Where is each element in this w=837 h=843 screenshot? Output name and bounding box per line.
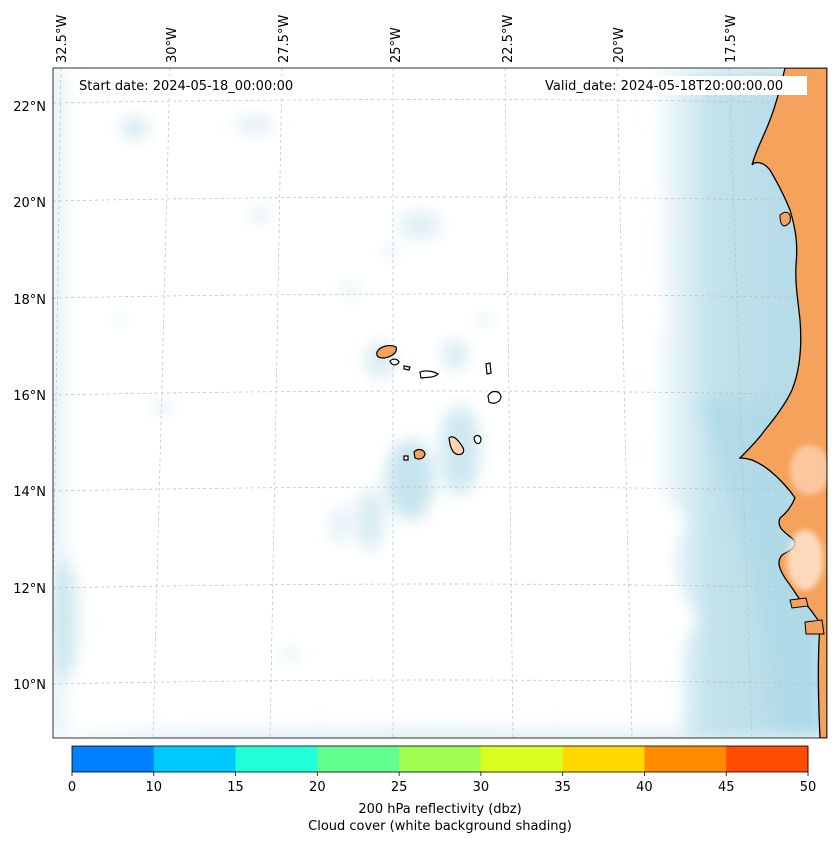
start-date-box — [74, 76, 308, 95]
lon-label: 20°W — [612, 27, 627, 63]
island-santiago — [448, 436, 465, 456]
colorbar-tick-label: 45 — [718, 780, 735, 795]
island-fogo — [413, 448, 426, 460]
colorbar-segment — [235, 746, 318, 772]
colorbar: 0 10 15 20 25 30 35 40 45 50 — [68, 745, 817, 795]
colorbar-tick-label: 30 — [473, 780, 490, 795]
lon-label: 30°W — [165, 27, 180, 63]
island-santa-luzia — [403, 365, 411, 371]
graticule — [53, 68, 827, 738]
start-date-label: Start date: 2024-05-18_00:00:00 — [79, 79, 293, 94]
colorbar-segment — [72, 746, 155, 772]
lat-label: 10°N — [13, 678, 46, 693]
latitude-labels: 22°N 20°N 18°N 16°N 14°N 12°N 10°N — [13, 100, 46, 693]
lat-label: 18°N — [13, 293, 46, 308]
lon-label: 32.5°W — [55, 15, 70, 63]
lon-label: 27.5°W — [277, 15, 292, 63]
colorbar-label-line2: Cloud cover (white background shading) — [308, 819, 572, 834]
colorbar-tick-label: 15 — [227, 780, 244, 795]
longitude-labels: 32.5°W 30°W 27.5°W 25°W 22.5°W 20°W 17.5… — [55, 15, 739, 63]
colorbar-border — [71, 745, 809, 773]
lat-label: 16°N — [13, 389, 46, 404]
map-panel: Start date: 2024-05-18_00:00:00 Valid_da… — [53, 68, 827, 738]
colorbar-tick-label: 40 — [636, 780, 653, 795]
lat-label: 12°N — [13, 582, 46, 597]
island-sal — [485, 362, 492, 375]
colorbar-segment — [399, 746, 482, 772]
map-border — [52, 67, 828, 739]
colorbar-segment — [562, 746, 645, 772]
colorbar-tick-label: 10 — [146, 780, 163, 795]
colorbar-segment — [480, 746, 564, 772]
lat-label: 14°N — [13, 485, 46, 500]
valid-date-label: Valid_date: 2024-05-18T20:00:00.00 — [545, 79, 783, 94]
island-maio — [473, 434, 482, 445]
land-africa — [738, 68, 827, 738]
island-boa-vista — [487, 390, 502, 404]
island-brava — [403, 455, 409, 461]
colorbar-tick-label: 50 — [800, 780, 817, 795]
colorbar-segment — [153, 746, 237, 772]
colorbar-tick-label: 20 — [309, 780, 326, 795]
lon-label: 17.5°W — [724, 15, 739, 63]
colorbar-segment — [644, 746, 727, 772]
colorbar-tick-label: 25 — [391, 780, 408, 795]
island-santo-antao — [376, 345, 397, 359]
island-sao-vicente — [389, 358, 400, 366]
valid-date-box — [540, 76, 807, 95]
lat-label: 22°N — [13, 100, 46, 115]
lon-label: 22.5°W — [501, 15, 516, 63]
colorbar-segment — [317, 746, 400, 772]
lat-label: 20°N — [13, 196, 46, 211]
colorbar-label-line1: 200 hPa reflectivity (dbz) — [358, 802, 521, 817]
colorbar-tick-label: 35 — [554, 780, 571, 795]
colorbar-tick-label: 0 — [68, 780, 76, 795]
lon-label: 25°W — [389, 27, 404, 63]
cape-verde-islands — [376, 345, 502, 461]
island-sao-nicolau — [419, 370, 439, 379]
colorbar-segment — [726, 746, 809, 772]
